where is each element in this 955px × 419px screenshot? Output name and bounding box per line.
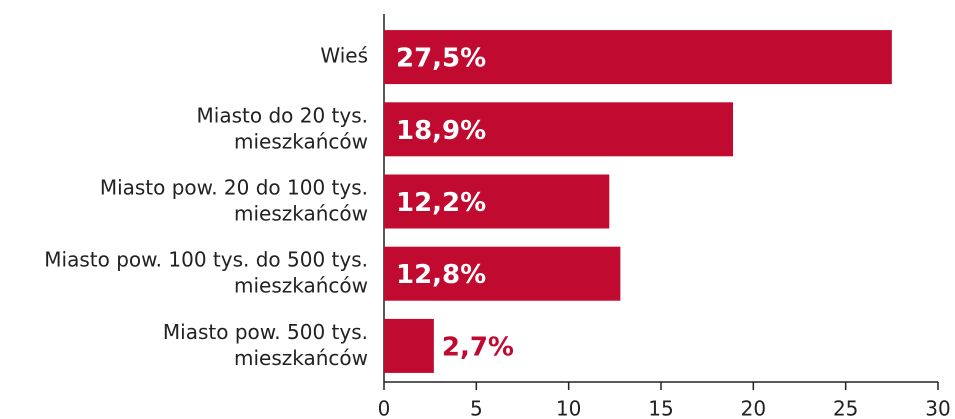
x-tick-label: 30 (925, 397, 950, 419)
bar (384, 318, 434, 373)
bar (384, 30, 892, 85)
bar (384, 102, 734, 157)
value-label: 18,9% (396, 116, 486, 146)
x-tick-label: 0 (378, 397, 391, 419)
value-label: 27,5% (396, 44, 486, 74)
y-tick-label: Wieś (320, 44, 368, 68)
value-label: 12,8% (396, 260, 486, 290)
y-tick-label: Miasto pow. 500 tys. mieszkańców (163, 319, 368, 369)
bar (384, 246, 621, 301)
y-tick-label: Miasto do 20 tys. mieszkańców (197, 103, 368, 153)
x-tick-label: 5 (470, 397, 483, 419)
x-tick-label: 15 (648, 397, 673, 419)
x-tick-label: 10 (556, 397, 581, 419)
value-label: 12,2% (396, 188, 486, 218)
y-tick-label: Miasto pow. 100 tys. do 500 tys. mieszkań… (44, 247, 368, 297)
value-label: 2,7% (442, 332, 514, 362)
x-tick-label: 25 (833, 397, 858, 419)
y-tick-label: Miasto pow. 20 do 100 tys. mieszkańców (100, 175, 368, 225)
x-tick-label: 20 (741, 397, 766, 419)
bar (384, 174, 610, 229)
